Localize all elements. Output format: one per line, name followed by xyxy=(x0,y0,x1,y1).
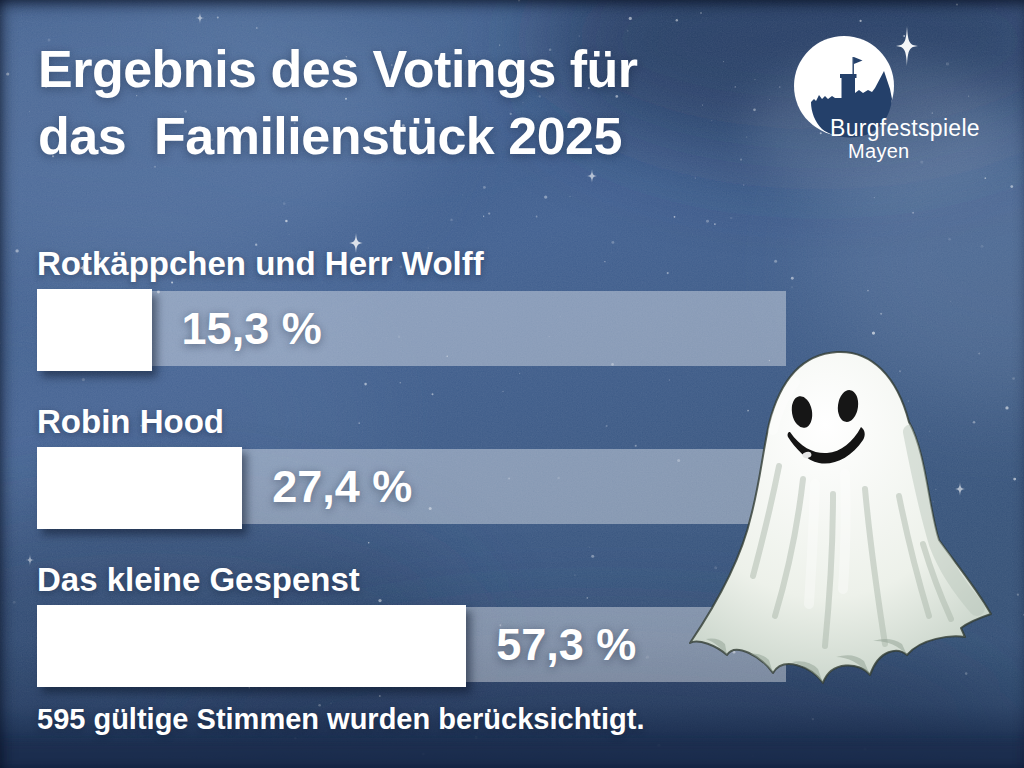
result-bar-track: 27,4 % xyxy=(37,449,786,524)
logo-org-name: Burgfestspiele xyxy=(830,115,980,142)
voting-results-chart: Rotkäppchen und Herr Wolff 15,3 % Robin … xyxy=(37,244,786,718)
result-row: Robin Hood 27,4 % xyxy=(37,402,786,524)
page-title: Ergebnis des Votings für das Familienstü… xyxy=(38,36,638,170)
result-bar-track: 15,3 % xyxy=(37,291,786,366)
result-bar-track: 57,3 % xyxy=(37,607,786,682)
ghost-illustration xyxy=(683,344,1001,696)
burgfestspiele-logo: Burgfestspiele Mayen xyxy=(789,33,1019,168)
result-bar-fill xyxy=(37,605,466,687)
result-row: Das kleine Gespenst 57,3 % xyxy=(37,560,786,682)
result-percentage: 57,3 % xyxy=(496,607,636,682)
result-percentage: 15,3 % xyxy=(182,291,322,366)
footnote: 595 gültige Stimmen wurden berücksichtig… xyxy=(37,703,645,736)
result-bar-fill xyxy=(37,447,242,529)
logo-city-name: Mayen xyxy=(848,140,910,163)
result-bar-fill xyxy=(37,289,152,371)
result-label: Rotkäppchen und Herr Wolff xyxy=(37,244,786,283)
result-label: Robin Hood xyxy=(37,402,786,441)
voting-result-infographic: Ergebnis des Votings für das Familienstü… xyxy=(0,0,1024,768)
result-label: Das kleine Gespenst xyxy=(37,560,786,599)
result-percentage: 27,4 % xyxy=(272,449,412,524)
result-row: Rotkäppchen und Herr Wolff 15,3 % xyxy=(37,244,786,366)
